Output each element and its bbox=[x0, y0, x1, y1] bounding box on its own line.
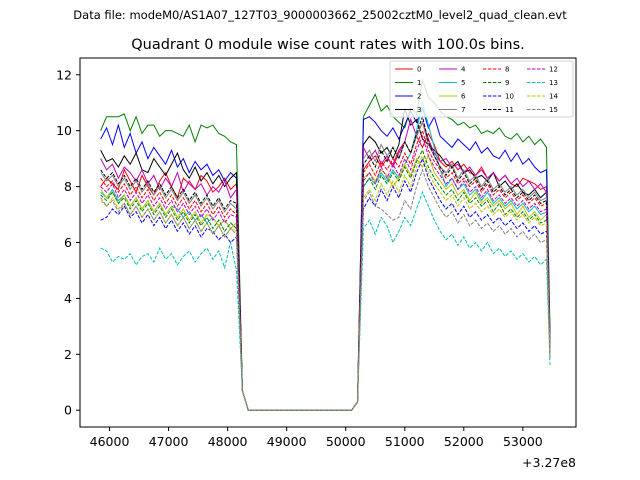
y-axis: 0 2 4 6 8 10 12 bbox=[56, 67, 80, 418]
legend-label-9: 9 bbox=[505, 79, 509, 87]
legend-label-4: 4 bbox=[461, 66, 466, 74]
y-tick-label: 6 bbox=[64, 235, 72, 250]
series-group bbox=[100, 78, 551, 411]
legend-label-14: 14 bbox=[549, 93, 558, 101]
y-tick-label: 10 bbox=[56, 123, 72, 138]
figure-suptitle: Data file: modeM0/AS1A07_127T03_90000036… bbox=[73, 8, 567, 22]
legend-label-8: 8 bbox=[505, 66, 509, 74]
legend-label-12: 12 bbox=[549, 66, 558, 74]
y-tick-label: 8 bbox=[64, 179, 72, 194]
series-line-2 bbox=[100, 106, 551, 411]
series-line-1 bbox=[100, 78, 551, 411]
x-tick-label: 48000 bbox=[208, 434, 248, 449]
legend-label-6: 6 bbox=[461, 93, 466, 101]
legend-label-1: 1 bbox=[417, 79, 421, 87]
x-tick-label: 51000 bbox=[385, 434, 425, 449]
legend-label-7: 7 bbox=[461, 106, 465, 114]
x-axis: 46000 47000 48000 49000 50000 51000 52000 53000 bbox=[90, 427, 543, 449]
chart-title: Quadrant 0 module wise count rates with … bbox=[131, 37, 525, 53]
series-line-7 bbox=[100, 120, 551, 411]
x-tick-label: 46000 bbox=[90, 434, 130, 449]
series-line-9 bbox=[100, 149, 551, 411]
legend-label-13: 13 bbox=[549, 79, 558, 87]
legend-label-5: 5 bbox=[461, 79, 465, 87]
series-line-11 bbox=[100, 114, 551, 411]
x-tick-label: 50000 bbox=[326, 434, 366, 449]
x-offset-label: +3.27e8 bbox=[522, 455, 576, 470]
legend-label-11: 11 bbox=[505, 106, 514, 114]
legend-label-3: 3 bbox=[417, 106, 421, 114]
series-line-4 bbox=[100, 117, 551, 411]
series-line-6 bbox=[100, 154, 551, 411]
legend-box bbox=[389, 60, 574, 118]
x-tick-label: 53000 bbox=[503, 434, 543, 449]
x-tick-label: 52000 bbox=[444, 434, 484, 449]
series-line-12 bbox=[100, 134, 551, 411]
x-tick-label: 49000 bbox=[267, 434, 307, 449]
legend-label-2: 2 bbox=[417, 93, 421, 101]
y-tick-label: 12 bbox=[56, 67, 72, 82]
y-tick-label: 0 bbox=[64, 403, 72, 418]
y-tick-label: 2 bbox=[64, 347, 72, 362]
series-line-15 bbox=[100, 168, 551, 411]
x-tick-label: 47000 bbox=[149, 434, 189, 449]
y-tick-label: 4 bbox=[64, 291, 72, 306]
legend-label-0: 0 bbox=[417, 66, 421, 74]
legend-label-10: 10 bbox=[505, 93, 514, 101]
series-line-13 bbox=[100, 190, 551, 411]
legend-label-15: 15 bbox=[549, 106, 558, 114]
series-line-8 bbox=[100, 129, 551, 411]
